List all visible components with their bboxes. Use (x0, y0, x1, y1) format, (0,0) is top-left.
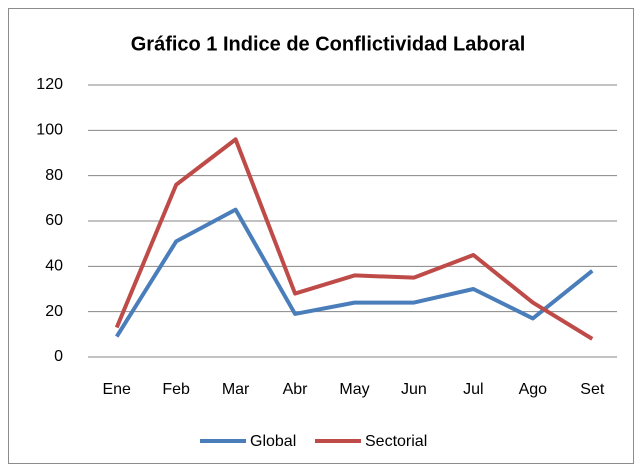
x-tick-label: Jun (401, 381, 427, 398)
line-series (115, 207, 594, 338)
y-tick-label: 40 (45, 258, 63, 275)
x-tick-label: Feb (162, 381, 190, 398)
y-tick-label: 20 (45, 303, 63, 320)
x-tick-label: Ene (102, 381, 131, 398)
legend-label: Sectorial (365, 433, 427, 450)
line-series (114, 137, 594, 341)
x-tick-label: Jul (463, 381, 483, 398)
legend-label: Global (250, 433, 296, 450)
x-tick-label: May (339, 381, 369, 398)
y-tick-label: 120 (36, 76, 63, 93)
chart-title: Gráfico 1 Indice de Conflictividad Labor… (131, 33, 526, 55)
x-tick-label: Set (580, 381, 605, 398)
y-tick-label: 100 (36, 122, 63, 139)
x-tick-label: Mar (222, 381, 250, 398)
y-tick-label: 0 (54, 348, 63, 365)
y-tick-label: 60 (45, 212, 63, 229)
x-tick-label: Abr (283, 381, 309, 398)
x-tick-label: Ago (519, 381, 548, 398)
chart-border (8, 8, 634, 464)
y-tick-label: 80 (45, 167, 63, 184)
